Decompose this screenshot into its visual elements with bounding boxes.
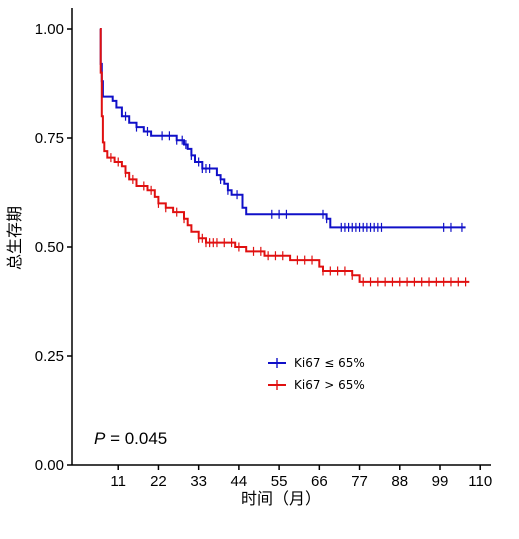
legend-label-ki67-low: Ki67 ≤ 65%	[294, 356, 365, 370]
p-label: P	[94, 429, 106, 448]
y-tick-label: 0.50	[35, 239, 64, 256]
y-tick-label: 0.75	[35, 130, 64, 147]
y-ticks: 0.00 0.25 0.50 0.75 1.00	[35, 21, 72, 474]
legend-label-ki67-high: Ki67 > 65%	[294, 378, 365, 392]
p-value-text: = 0.045	[105, 429, 167, 448]
x-axis-title: 时间（月）	[241, 489, 321, 508]
x-ticks: 11 22 33 44 55 66 77 88 99 110	[110, 465, 492, 490]
p-value-annotation: P = 0.045	[94, 429, 167, 448]
x-tick-label: 77	[351, 473, 368, 490]
x-tick-label: 99	[432, 473, 449, 490]
x-tick-label: 110	[468, 473, 492, 490]
series-layer	[99, 28, 470, 287]
series-line-ki67-high	[99, 28, 470, 283]
x-tick-label: 22	[150, 473, 167, 490]
axes	[71, 8, 491, 466]
x-tick-label: 66	[311, 473, 328, 490]
y-tick-label: 0.25	[35, 348, 64, 365]
x-tick-label: 11	[110, 473, 126, 490]
x-tick-label: 88	[391, 473, 408, 490]
y-tick-label: 0.00	[35, 457, 64, 474]
legend: Ki67 ≤ 65% Ki67 > 65%	[268, 356, 365, 392]
x-tick-label: 44	[231, 473, 248, 490]
y-tick-label: 1.00	[35, 21, 64, 38]
x-tick-label: 55	[271, 473, 288, 490]
y-axis-title: 总生存期	[5, 206, 24, 270]
x-tick-label: 33	[190, 473, 207, 490]
